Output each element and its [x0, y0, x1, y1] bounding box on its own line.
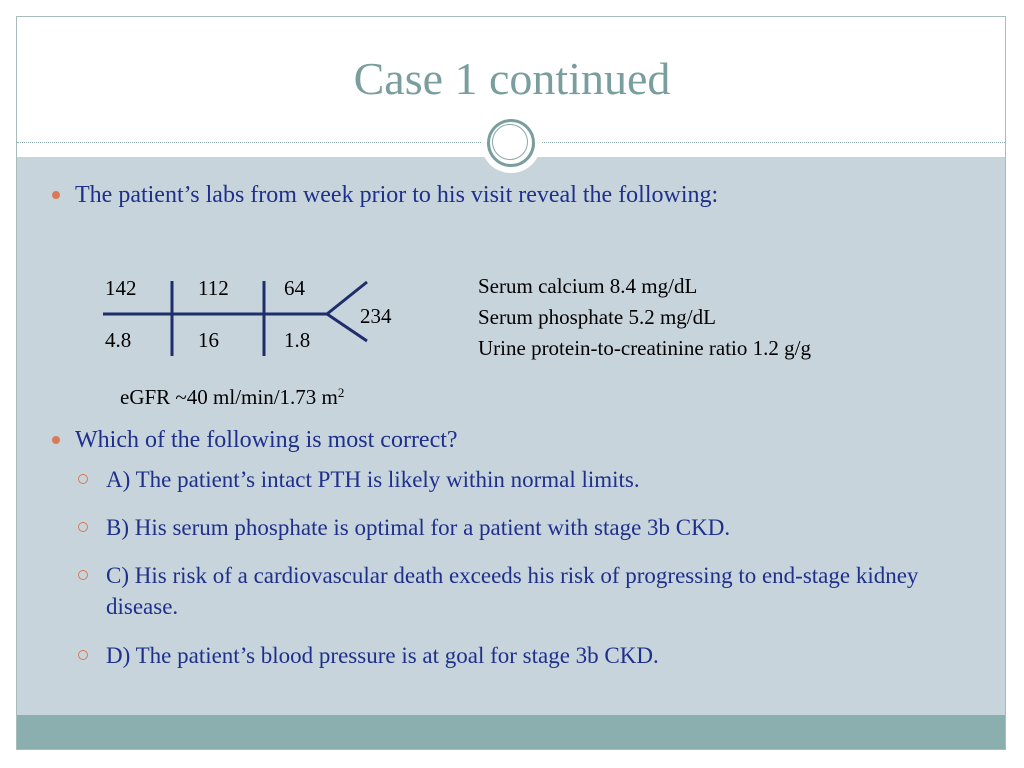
option-marker-icon: [78, 474, 88, 484]
fishbone-tail-upper: [326, 280, 368, 316]
lab-sodium: 142: [105, 276, 137, 300]
option-marker-icon: [78, 650, 88, 660]
fishbone-tail-lower: [326, 312, 368, 343]
bullet-dot: [52, 191, 60, 199]
lab-serum-calcium: Serum calcium 8.4 mg/dL: [478, 274, 698, 298]
lab-serum-phosphate: Serum phosphate 5.2 mg/dL: [478, 305, 716, 329]
lab-bicarbonate: 16: [198, 328, 219, 352]
lab-creatinine: 1.8: [284, 328, 311, 352]
egfr-superscript: 2: [337, 385, 345, 400]
option-b: B) His serum phosphate is optimal for a …: [106, 515, 731, 540]
content-area: [17, 157, 1005, 715]
lab-bun: 64: [284, 276, 305, 300]
slide-title: Case 1 continued: [353, 53, 671, 104]
option-c: C) His risk of a cardiovascular death ex…: [106, 563, 919, 619]
bullet-question: Which of the following is most correct?: [75, 427, 458, 453]
option-d: D) The patient’s blood pressure is at go…: [106, 643, 659, 668]
option-marker-icon: [78, 522, 88, 532]
egfr-text: eGFR ~40 ml/min/1.73 m: [120, 385, 338, 409]
option-marker-icon: [78, 570, 88, 580]
lab-glucose: 234: [360, 304, 392, 328]
lab-urine-protein-ratio: Urine protein-to-creatinine ratio 1.2 g/…: [478, 336, 811, 360]
lab-potassium: 4.8: [105, 328, 132, 352]
option-a: A) The patient’s intact PTH is likely wi…: [106, 467, 640, 492]
lab-chloride: 112: [198, 276, 229, 300]
egfr-line: eGFR ~40 ml/min/1.73 m2: [120, 380, 344, 410]
circle-inner-ring: [492, 124, 528, 160]
footer-bar: [17, 715, 1005, 749]
bullet-intro: The patient’s labs from week prior to hi…: [75, 182, 719, 208]
bullet-dot: [52, 436, 60, 444]
